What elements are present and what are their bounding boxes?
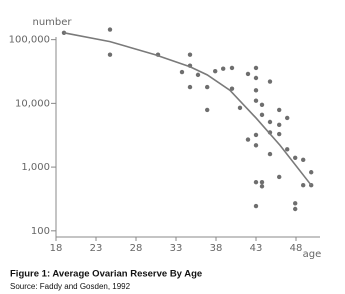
- data-point: [293, 206, 298, 212]
- data-point: [61, 30, 67, 36]
- data-point: [259, 112, 265, 118]
- data-point: [245, 71, 251, 77]
- data-point: [237, 105, 243, 111]
- data-point: [253, 65, 259, 71]
- fit-line: [63, 32, 312, 186]
- data-point: [253, 98, 259, 103]
- y-tick-label: 1,000: [21, 162, 50, 173]
- data-point: [259, 179, 265, 185]
- data-point: [187, 84, 193, 90]
- x-tick-label: 28: [130, 243, 143, 254]
- x-tick-label: 18: [50, 243, 63, 254]
- data-point: [179, 69, 185, 75]
- figure-caption: Figure 1: Average Ovarian Reserve By Age: [10, 269, 202, 280]
- data-point: [293, 155, 298, 160]
- x-tick-label: 48: [290, 243, 303, 254]
- x-axis-label: age: [303, 249, 322, 260]
- x-tick-label: 23: [90, 243, 103, 254]
- data-point: [267, 151, 273, 157]
- data-point: [259, 184, 265, 189]
- y-axis-label: number: [32, 17, 72, 28]
- data-point: [285, 115, 290, 121]
- data-point: [301, 157, 306, 163]
- x-tick-label: 43: [250, 243, 263, 254]
- data-point: [205, 107, 210, 113]
- data-point: [245, 137, 251, 142]
- data-point: [293, 201, 298, 206]
- data-point: [205, 84, 210, 90]
- data-point: [229, 86, 235, 91]
- data-point: [277, 174, 282, 180]
- data-point: [301, 182, 306, 188]
- data-point: [253, 132, 259, 138]
- x-tick-label: 38: [210, 243, 223, 254]
- data-point: [277, 122, 282, 128]
- data-point: [285, 147, 290, 152]
- y-tick-label: 100: [31, 226, 50, 237]
- figure-source: Source: Faddy and Gosden, 1992: [10, 282, 131, 291]
- data-point: [229, 65, 235, 71]
- data-point: [187, 52, 193, 57]
- y-tick-label: 100,000: [9, 35, 50, 46]
- data-point: [107, 52, 113, 57]
- data-point: [213, 68, 218, 74]
- data-point: [309, 170, 314, 175]
- data-point: [277, 107, 282, 113]
- data-point: [221, 66, 226, 71]
- data-point: [195, 72, 201, 78]
- data-point: [277, 131, 282, 137]
- data-point: [253, 143, 259, 148]
- x-tick-label: 33: [170, 243, 183, 254]
- data-point: [253, 179, 259, 185]
- data-point: [253, 75, 259, 81]
- data-point: [259, 102, 265, 107]
- data-point: [267, 119, 273, 125]
- data-point: [253, 203, 259, 209]
- data-point: [253, 88, 259, 93]
- data-point: [267, 79, 273, 84]
- data-point: [107, 27, 113, 32]
- y-tick-label: 10,000: [15, 98, 50, 109]
